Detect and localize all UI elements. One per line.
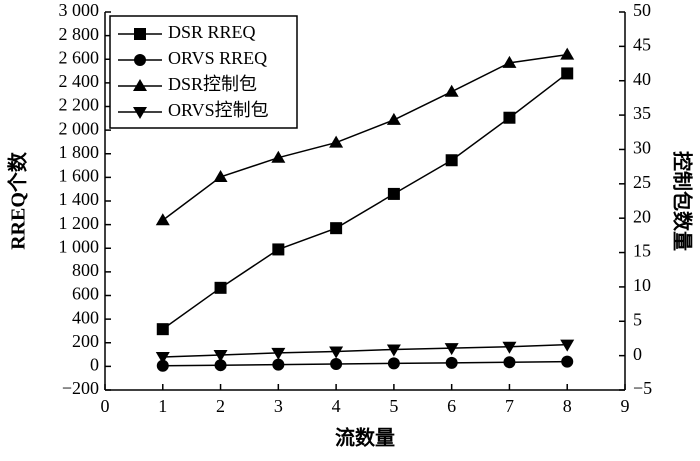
marker bbox=[560, 47, 575, 60]
y-tick-label: 200 bbox=[72, 331, 99, 351]
y2-tick-label: 30 bbox=[633, 138, 651, 158]
y2-tick-label: 20 bbox=[633, 206, 651, 226]
x-tick-label: 1 bbox=[158, 396, 167, 416]
y2-tick-label: 45 bbox=[633, 34, 651, 54]
y-tick-label: 2 000 bbox=[59, 118, 100, 138]
marker bbox=[503, 111, 516, 124]
marker bbox=[330, 222, 343, 235]
marker bbox=[329, 346, 344, 359]
marker bbox=[271, 150, 286, 163]
marker bbox=[155, 213, 170, 226]
marker bbox=[272, 243, 285, 256]
marker bbox=[156, 323, 169, 336]
marker bbox=[329, 135, 344, 148]
series-line bbox=[162, 360, 568, 367]
marker bbox=[561, 355, 574, 368]
legend-marker bbox=[134, 28, 146, 40]
marker bbox=[561, 67, 574, 80]
legend-marker bbox=[134, 54, 146, 66]
y2-tick-label: 15 bbox=[633, 241, 651, 261]
y2-tick-label: 40 bbox=[633, 69, 651, 89]
legend-label: DSR RREQ bbox=[168, 22, 256, 42]
x-tick-label: 8 bbox=[563, 396, 572, 416]
y2-tick-label: −5 bbox=[633, 378, 652, 398]
y-tick-label: 0 bbox=[90, 355, 99, 375]
y-tick-label: 1 600 bbox=[59, 166, 100, 186]
y2-tick-label: 0 bbox=[633, 344, 642, 364]
y-tick-label: 600 bbox=[72, 284, 99, 304]
y-tick-label: 3 000 bbox=[59, 0, 100, 20]
marker bbox=[272, 358, 285, 371]
x-tick-label: 7 bbox=[505, 396, 514, 416]
marker bbox=[330, 358, 343, 371]
x-tick-label: 2 bbox=[216, 396, 225, 416]
y-tick-label: 1 200 bbox=[59, 213, 100, 233]
marker bbox=[386, 344, 401, 357]
marker bbox=[213, 169, 228, 182]
y-axis-label: RREQ个数 bbox=[6, 151, 30, 250]
y-tick-label: 2 200 bbox=[59, 95, 100, 115]
y2-tick-label: 25 bbox=[633, 172, 651, 192]
x-tick-label: 3 bbox=[274, 396, 283, 416]
marker bbox=[271, 347, 286, 360]
legend-marker bbox=[133, 79, 147, 91]
y2-tick-label: 10 bbox=[633, 275, 651, 295]
y2-tick-label: 50 bbox=[633, 0, 651, 20]
y2-tick-label: 5 bbox=[633, 309, 642, 329]
marker bbox=[214, 359, 227, 372]
x-tick-label: 0 bbox=[101, 396, 110, 416]
legend-label: ORVS RREQ bbox=[168, 48, 267, 68]
legend-label: ORVS控制包 bbox=[168, 100, 269, 120]
y2-tick-label: 35 bbox=[633, 103, 651, 123]
marker bbox=[156, 359, 169, 372]
x-tick-label: 9 bbox=[621, 396, 630, 416]
y-tick-label: 1 800 bbox=[59, 142, 100, 162]
marker bbox=[503, 356, 516, 369]
marker bbox=[444, 343, 459, 356]
series-line bbox=[162, 72, 568, 330]
x-tick-label: 4 bbox=[332, 396, 341, 416]
legend-marker bbox=[133, 107, 147, 119]
marker bbox=[502, 341, 517, 354]
marker bbox=[444, 84, 459, 97]
marker bbox=[445, 154, 458, 167]
x-tick-label: 5 bbox=[389, 396, 398, 416]
y-tick-label: 1 400 bbox=[59, 189, 100, 209]
marker bbox=[445, 356, 458, 369]
marker bbox=[387, 187, 400, 200]
marker bbox=[387, 357, 400, 370]
y-tick-label: 400 bbox=[72, 307, 99, 327]
y2-axis-label: 控制包数量 bbox=[670, 151, 694, 251]
marker bbox=[386, 112, 401, 125]
x-axis-label: 流数量 bbox=[335, 426, 395, 450]
marker bbox=[214, 281, 227, 294]
y-tick-label: −200 bbox=[62, 378, 99, 398]
y-tick-label: 2 600 bbox=[59, 47, 100, 67]
series-line bbox=[162, 53, 568, 221]
y-tick-label: 2 800 bbox=[59, 24, 100, 44]
marker bbox=[560, 339, 575, 352]
y-tick-label: 800 bbox=[72, 260, 99, 280]
marker bbox=[155, 352, 170, 365]
marker bbox=[213, 349, 228, 362]
series-line bbox=[162, 343, 568, 358]
marker bbox=[502, 55, 517, 68]
legend-label: DSR控制包 bbox=[168, 74, 257, 94]
x-tick-label: 6 bbox=[447, 396, 456, 416]
y-tick-label: 2 400 bbox=[59, 71, 100, 91]
y-tick-label: 1 000 bbox=[59, 236, 100, 256]
